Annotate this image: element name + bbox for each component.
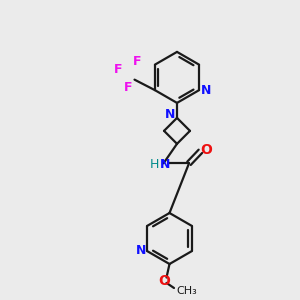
Text: N: N: [165, 108, 176, 121]
Text: O: O: [158, 274, 170, 288]
Text: N: N: [160, 158, 170, 171]
Text: F: F: [124, 81, 133, 94]
Text: F: F: [133, 55, 142, 68]
Text: N: N: [200, 84, 211, 97]
Text: N: N: [136, 244, 146, 257]
Text: O: O: [200, 143, 212, 157]
Text: F: F: [114, 63, 123, 76]
Text: H: H: [150, 158, 159, 171]
Text: CH₃: CH₃: [176, 286, 197, 296]
